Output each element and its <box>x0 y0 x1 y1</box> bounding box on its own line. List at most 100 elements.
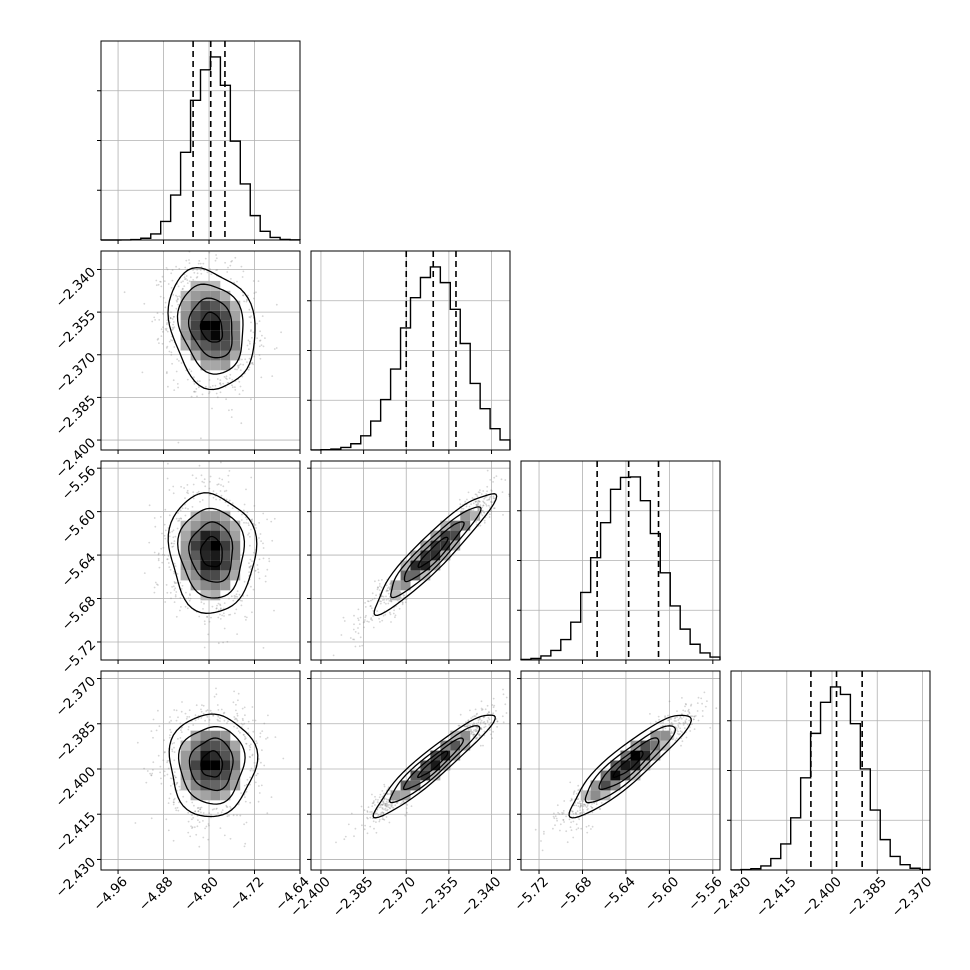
scatter-point <box>389 589 391 591</box>
scatter-point <box>388 587 391 590</box>
scatter-point <box>172 801 175 803</box>
scatter-point <box>552 815 555 818</box>
density-cell <box>230 350 241 361</box>
scatter-point <box>370 617 373 619</box>
scatter-point <box>258 537 260 539</box>
scatter-point <box>473 723 476 725</box>
scatter-point <box>680 713 683 716</box>
scatter-point <box>234 368 237 371</box>
scatter-point <box>231 379 234 381</box>
scatter-point <box>215 607 218 610</box>
density-cell <box>180 520 191 531</box>
scatter-point <box>579 805 582 808</box>
density-cell <box>440 760 451 771</box>
scatter-point <box>257 568 259 571</box>
scatter-point <box>168 489 171 491</box>
scatter-point <box>154 525 157 528</box>
x-tick-label: −2.385 <box>843 874 890 921</box>
scatter-point <box>475 493 478 496</box>
scatter-point <box>222 612 225 615</box>
scatter-point <box>483 726 486 729</box>
scatter-point <box>480 707 483 710</box>
scatter-point <box>184 712 187 715</box>
scatter-point <box>216 704 219 706</box>
scatter-point <box>381 818 384 820</box>
scatter-point <box>697 719 700 722</box>
scatter-point <box>236 714 239 717</box>
scatter-point <box>228 409 230 412</box>
scatter-point <box>384 807 387 810</box>
scatter-point <box>202 608 204 610</box>
scatter-point <box>141 371 144 374</box>
scatter-point <box>380 803 383 806</box>
scatter-point <box>253 355 256 358</box>
scatter-point <box>161 330 164 333</box>
density-cell <box>230 770 241 781</box>
scatter-point <box>207 838 210 841</box>
scatter-point <box>681 697 683 699</box>
scatter-point <box>500 478 503 481</box>
scatter-point <box>474 730 477 733</box>
contour-1-0-3 <box>167 266 256 391</box>
scatter-point <box>257 280 260 282</box>
scatter-point <box>579 809 581 812</box>
density-cell <box>460 520 471 531</box>
scatter-point <box>242 733 245 736</box>
scatter-point <box>186 279 189 281</box>
scatter-point <box>230 595 233 598</box>
scatter-point <box>164 537 167 540</box>
scatter-point <box>402 596 405 599</box>
scatter-point <box>484 722 486 725</box>
scatter-point <box>258 792 261 794</box>
scatter-point <box>378 796 381 799</box>
scatter-point <box>376 801 379 804</box>
scatter-point <box>220 484 222 486</box>
scatter-point <box>270 520 273 523</box>
scatter-point <box>180 729 182 731</box>
scatter-point <box>559 823 562 826</box>
scatter-point <box>493 507 495 510</box>
scatter-point <box>225 489 228 492</box>
scatter-point <box>184 507 187 510</box>
scatter-point <box>382 800 385 803</box>
scatter-point <box>146 770 149 772</box>
scatter-point <box>250 329 252 331</box>
scatter-point <box>241 707 244 710</box>
scatter-point <box>577 789 580 792</box>
scatter-point <box>381 808 384 810</box>
scatter-point <box>164 751 166 753</box>
scatter-point <box>234 386 236 389</box>
scatter-point <box>210 616 212 619</box>
scatter-point <box>186 491 188 494</box>
scatter-point <box>382 803 384 806</box>
scatter-point <box>261 749 263 752</box>
scatter-point <box>200 601 203 604</box>
density-cell <box>200 560 211 571</box>
scatter-point <box>231 384 233 387</box>
scatter-point <box>175 719 178 722</box>
scatter-point <box>260 761 262 764</box>
scatter-point <box>476 495 479 498</box>
scatter-point <box>486 490 488 493</box>
scatter-point <box>383 792 385 795</box>
contour-3-2-0 <box>612 750 644 778</box>
scatter-point <box>166 345 169 348</box>
density-cell <box>590 790 601 801</box>
scatter-point <box>182 795 185 798</box>
scatter-point <box>202 836 205 839</box>
scatter-point <box>354 645 357 648</box>
scatter-point <box>235 608 238 611</box>
density-panel-2-1 <box>307 460 511 664</box>
scatter-point <box>228 470 231 472</box>
scatter-point <box>166 760 169 762</box>
scatter-point <box>478 734 481 737</box>
scatter-point <box>266 568 269 571</box>
contour-2-1-0 <box>417 536 449 569</box>
density-cell <box>200 760 211 771</box>
scatter-point <box>482 504 485 507</box>
y-tick-label: −2.400 <box>53 764 100 811</box>
histogram-line-3 <box>730 686 931 871</box>
scatter-point <box>179 581 182 584</box>
density-cell <box>220 750 231 761</box>
scatter-point <box>381 599 384 601</box>
